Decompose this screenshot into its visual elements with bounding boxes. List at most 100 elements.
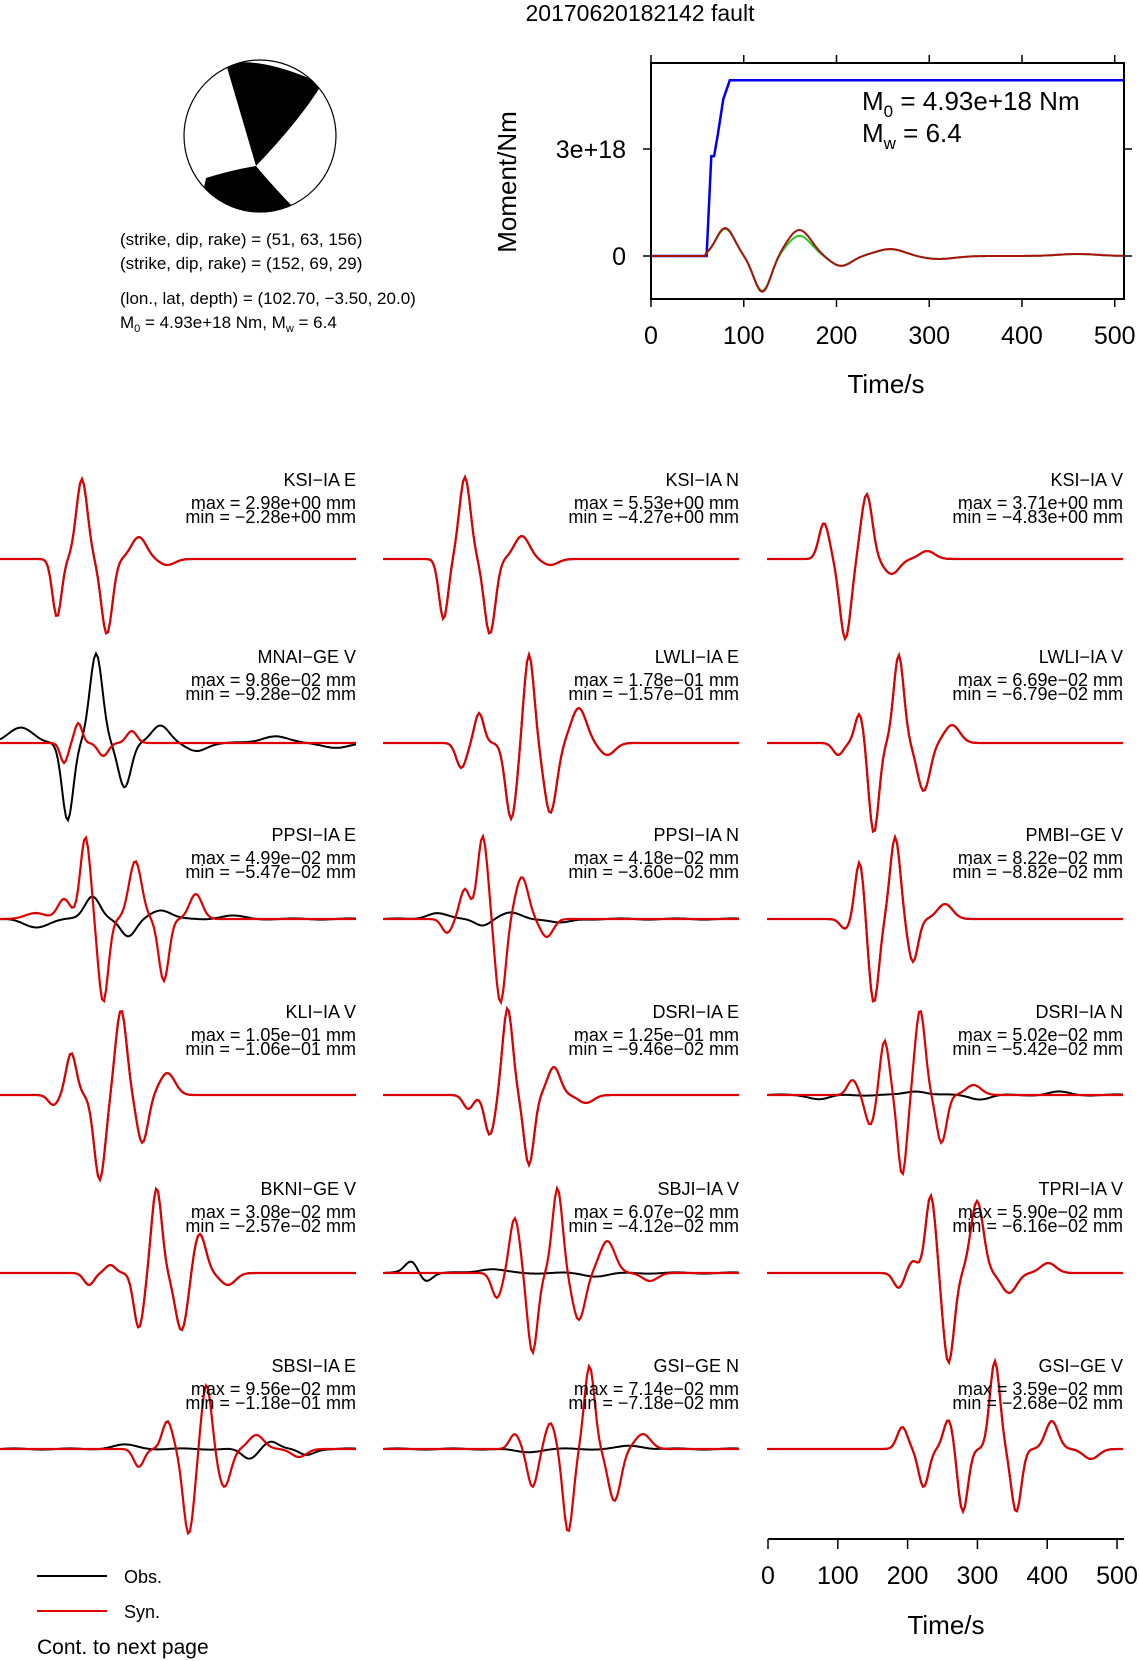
station-name: TPRI−IA V bbox=[1038, 1179, 1123, 1199]
moment-mw-annotation: Mw = 6.4 bbox=[862, 118, 962, 153]
station-max: max = 3.71e+00 mm bbox=[958, 493, 1123, 513]
moment-xtick-label: 0 bbox=[644, 322, 658, 350]
moment-rate-green-line bbox=[651, 227, 1124, 292]
station-max: max = 5.02e−02 mm bbox=[958, 1025, 1123, 1045]
station-max: max = 9.86e−02 mm bbox=[191, 670, 356, 690]
station-name: BKNI−GE V bbox=[260, 1179, 356, 1199]
synthetic-trace bbox=[383, 1006, 739, 1169]
station-max: max = 5.90e−02 mm bbox=[958, 1202, 1123, 1222]
moment-cumulative-line bbox=[651, 78, 1124, 258]
synthetic-trace bbox=[0, 476, 356, 635]
observed-trace bbox=[766, 1090, 1124, 1101]
station-min: min = −4.12e−02 mm bbox=[568, 1216, 739, 1236]
synthetic-trace bbox=[383, 1363, 739, 1533]
station-min: min = −1.57e−01 mm bbox=[568, 684, 739, 704]
beachball bbox=[183, 59, 337, 213]
moment-xtick-label: 300 bbox=[908, 322, 950, 350]
station-max: max = 8.22e−02 mm bbox=[958, 848, 1123, 868]
station-name: SBJI−IA V bbox=[657, 1179, 739, 1199]
waveform-axis-ticks bbox=[767, 1539, 1118, 1549]
waveform-xtick-label: 100 bbox=[817, 1562, 859, 1590]
legend-obs-label: Obs. bbox=[124, 1567, 162, 1587]
station-min: min = −7.18e−02 mm bbox=[568, 1393, 739, 1413]
station-name: LWLI−IA E bbox=[655, 647, 739, 667]
station-max: max = 9.56e−02 mm bbox=[191, 1379, 356, 1399]
station-name: KSI−IA N bbox=[665, 470, 739, 490]
beachball-compression-lower bbox=[200, 166, 298, 212]
synthetic-trace bbox=[767, 1009, 1123, 1177]
station-max: max = 1.05e−01 mm bbox=[191, 1025, 356, 1045]
synthetic-trace bbox=[767, 491, 1123, 642]
station-min: min = −5.42e−02 mm bbox=[952, 1039, 1123, 1059]
station-name: PMBI−GE V bbox=[1025, 825, 1123, 845]
legend-syn-label: Syn. bbox=[124, 1602, 160, 1622]
synthetic-trace bbox=[767, 833, 1123, 1003]
station-name: PPSI−IA N bbox=[653, 825, 739, 845]
observed-trace bbox=[0, 895, 357, 938]
station-min: min = −6.16e−02 mm bbox=[952, 1216, 1123, 1236]
synthetic-trace bbox=[767, 651, 1123, 834]
waveform-xtick-label: 300 bbox=[957, 1562, 999, 1590]
beachball-compression-upper bbox=[226, 62, 322, 166]
synthetic-trace bbox=[0, 835, 356, 1004]
synthetic-trace bbox=[0, 1186, 356, 1332]
moment-ylabel: Moment/Nm bbox=[492, 111, 522, 253]
station-name: DSRI−IA N bbox=[1035, 1002, 1123, 1022]
synthetic-trace bbox=[0, 1010, 356, 1183]
synthetic-trace bbox=[383, 833, 739, 1006]
waveform-xtick-label: 500 bbox=[1096, 1562, 1138, 1590]
synthetic-trace bbox=[383, 473, 739, 635]
waveform-xtick-label: 400 bbox=[1026, 1562, 1068, 1590]
moment-xtick-label: 500 bbox=[1094, 322, 1136, 350]
station-max: max = 6.07e−02 mm bbox=[574, 1202, 739, 1222]
waveform-xlabel: Time/s bbox=[907, 1610, 984, 1640]
station-name: SBSI−IA E bbox=[271, 1356, 356, 1376]
moment-xlabel: Time/s bbox=[847, 369, 924, 399]
station-min: min = −9.28e−02 mm bbox=[185, 684, 356, 704]
station-name: MNAI−GE V bbox=[257, 647, 356, 667]
ytick-label-3e18: 3e+18 bbox=[556, 136, 626, 164]
station-max: max = 2.98e+00 mm bbox=[191, 493, 356, 513]
station-name: GSI−GE V bbox=[1038, 1356, 1123, 1376]
station-name: KSI−IA V bbox=[1050, 470, 1123, 490]
station-min: min = −4.27e+00 mm bbox=[568, 507, 739, 527]
station-max: max = 6.69e−02 mm bbox=[958, 670, 1123, 690]
station-max: max = 3.59e−02 mm bbox=[958, 1379, 1123, 1399]
moment-top-ticks bbox=[650, 55, 1116, 63]
moment-xtick-label: 100 bbox=[723, 322, 765, 350]
location-label: (lon., lat, depth) = (102.70, −3.50, 20.… bbox=[120, 289, 416, 308]
station-min: min = −9.46e−02 mm bbox=[568, 1039, 739, 1059]
moment-xtick-label: 400 bbox=[1001, 322, 1043, 350]
synthetic-trace bbox=[0, 721, 356, 765]
moment-xtick-labels: 0 100 200 300 400 500 bbox=[644, 322, 1136, 350]
station-max: max = 1.25e−01 mm bbox=[574, 1025, 739, 1045]
moment-bottom-ticks bbox=[650, 299, 1116, 307]
station-name: DSRI−IA E bbox=[652, 1002, 739, 1022]
station-name: GSI−GE N bbox=[653, 1356, 739, 1376]
station-min: min = −6.79e−02 mm bbox=[952, 684, 1123, 704]
moment-m0-annotation: M0 = 4.93e+18 Nm bbox=[862, 86, 1080, 121]
waveform-xtick-label: 0 bbox=[761, 1562, 775, 1590]
figure-title: 20170620182142 fault bbox=[526, 0, 756, 26]
station-max: max = 5.53e+00 mm bbox=[574, 493, 739, 513]
waveform-time-axis: 0 100 200 300 400 500 Time/s bbox=[761, 1538, 1138, 1640]
moment-summary: M0 = 4.93e+18 Nm, Mw = 6.4 bbox=[120, 313, 337, 335]
station-min: min = −1.06e−01 mm bbox=[185, 1039, 356, 1059]
synthetic-trace bbox=[0, 1382, 356, 1536]
station-min: min = −2.57e−02 mm bbox=[185, 1216, 356, 1236]
station-name: LWLI−IA V bbox=[1039, 647, 1123, 667]
observed-trace bbox=[0, 651, 357, 823]
